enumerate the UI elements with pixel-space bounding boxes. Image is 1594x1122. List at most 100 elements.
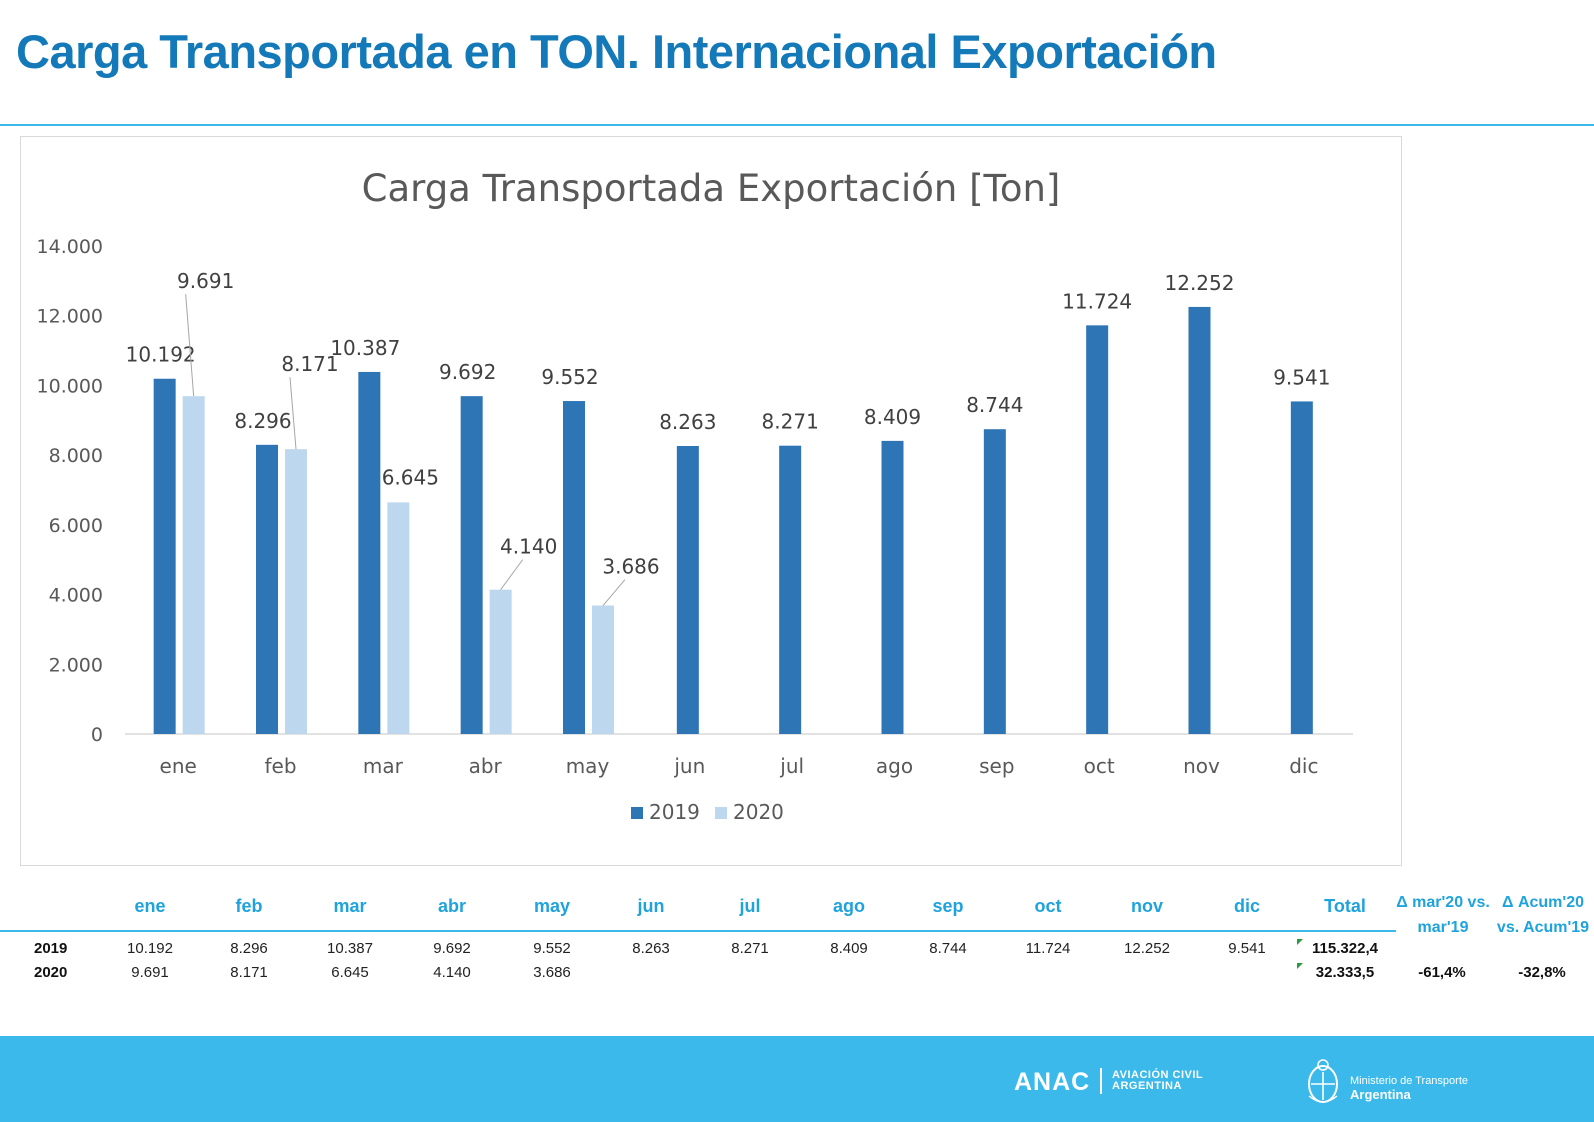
table-header-may: may <box>533 896 571 916</box>
row-label-2020: 2020 <box>34 964 68 981</box>
table-cell: 9.541 <box>1228 940 1266 957</box>
table-header-abr: abr <box>437 896 467 916</box>
table-header-dic: dic <box>1233 896 1261 916</box>
x-tick-label: may <box>566 754 610 778</box>
table-header-ago: ago <box>832 896 866 916</box>
x-tick-label: jun <box>673 754 705 778</box>
table-header-ene: ene <box>134 896 166 916</box>
table-cell: 12.252 <box>1124 940 1170 957</box>
bar-2020 <box>182 396 205 734</box>
argentina-crest-icon <box>1308 1059 1338 1103</box>
x-tick-label: feb <box>264 754 296 778</box>
table-header-nov: nov <box>1130 896 1164 916</box>
logo-divider <box>1100 1068 1102 1094</box>
data-label-2020: 6.645 <box>382 465 439 489</box>
bar-2019 <box>256 444 278 734</box>
leader-line-2020 <box>185 294 195 397</box>
x-tick-label: mar <box>363 754 404 778</box>
table-cell: 9.691 <box>131 964 169 981</box>
table-header-sep: sep <box>932 896 964 916</box>
table-cell: 8.263 <box>632 940 670 957</box>
leader-line-2020 <box>602 579 626 606</box>
bar-2019 <box>1290 401 1313 734</box>
chart-title: Carga Transportada Exportación [Ton] <box>362 167 1061 210</box>
bar-2020 <box>592 605 614 734</box>
bar-2019 <box>983 429 1006 734</box>
table-cell: 8.744 <box>929 940 967 957</box>
y-tick-label: 12.000 <box>37 306 103 328</box>
y-tick-label: 0 <box>91 724 103 746</box>
table-cell: 8.271 <box>731 940 769 957</box>
bar-chart: Carga Transportada Exportación [Ton] 0 2.0… <box>37 167 1353 824</box>
x-tick-label: abr <box>469 754 503 778</box>
table-header-jul: jul <box>739 896 761 916</box>
footer-bar: ANAC AVIACIÓN CIVIL ARGENTINA Ministerio… <box>0 1036 1594 1122</box>
delta-header: Δ Acum'20 vs. Acum'19 <box>1496 894 1590 936</box>
bar-2019 <box>358 371 381 734</box>
data-label-2020: 9.691 <box>177 269 234 293</box>
x-tick-label: oct <box>1084 754 1115 778</box>
table-cell: 11.724 <box>1025 940 1071 957</box>
table-header-oct: oct <box>1034 896 1062 916</box>
legend-label-2020: 2020 <box>733 800 784 824</box>
table-header-feb: feb <box>235 896 263 916</box>
table-header-mar: mar <box>333 896 367 916</box>
y-tick-label: 10.000 <box>37 375 103 397</box>
table-cell: 8.296 <box>230 940 268 957</box>
bar-2019 <box>881 440 904 734</box>
y-tick-label: 8.000 <box>49 445 103 467</box>
data-table: ene feb mar abr may jun jul ago sep oct nov dic Tota… <box>0 880 1594 990</box>
table-cell: 9.692 <box>433 940 471 957</box>
table-cell: 9.552 <box>533 940 571 957</box>
data-label-2019: 10.387 <box>330 336 400 360</box>
legend-label-2019: 2019 <box>649 800 700 824</box>
data-label-2020: 8.171 <box>281 352 338 376</box>
y-tick-label: 6.000 <box>49 515 103 537</box>
bar-2020 <box>285 449 307 734</box>
ministry-label: Ministerio de Transporte Argentina <box>1350 1075 1468 1102</box>
table-header-rule <box>0 930 1396 932</box>
data-label-2020: 3.686 <box>602 555 659 579</box>
cell-error-marker <box>1297 963 1303 969</box>
delta-cell: -32,8% <box>1518 964 1566 981</box>
data-label-2019: 8.409 <box>864 405 921 429</box>
bar-2019 <box>676 445 699 734</box>
data-label-2019: 8.271 <box>762 410 819 434</box>
bar-2020 <box>489 589 512 734</box>
table-cell: 6.645 <box>331 964 369 981</box>
data-label-2020: 4.140 <box>500 535 557 559</box>
chart-frame: Carga Transportada Exportación [Ton] 0 2.0… <box>20 136 1402 866</box>
cell-error-marker <box>1297 939 1303 945</box>
table-cell: 8.409 <box>830 940 868 957</box>
y-tick-label: 4.000 <box>49 585 103 607</box>
bar-2020 <box>387 502 410 734</box>
data-label-2019: 8.296 <box>234 409 291 433</box>
table-cell: 10.192 <box>127 940 173 957</box>
total-cell: 115.322,4 <box>1312 940 1378 957</box>
x-tick-label: ago <box>876 754 913 778</box>
bar-2019 <box>1086 325 1109 734</box>
bar-2019 <box>153 378 176 734</box>
bar-2019 <box>460 396 483 734</box>
y-tick-label: 14.000 <box>37 236 103 258</box>
x-tick-label: jul <box>779 754 804 778</box>
anac-subtitle: AVIACIÓN CIVIL ARGENTINA <box>1112 1069 1204 1092</box>
data-label-2019: 8.263 <box>659 410 716 434</box>
anac-logo: ANAC <box>1014 1068 1091 1096</box>
title-divider <box>0 124 1594 126</box>
delta-cell: -61,4% <box>1418 964 1466 981</box>
legend-swatch-2020 <box>715 807 727 819</box>
data-label-2019: 10.192 <box>126 343 196 367</box>
x-tick-label: ene <box>160 754 197 778</box>
data-label-2019: 11.724 <box>1062 289 1132 313</box>
page-title: Carga Transportada en TON. Internacional… <box>16 25 1217 78</box>
delta-header: Δ mar'20 vs. mar'19 <box>1396 894 1490 936</box>
leader-line-2020 <box>500 559 524 590</box>
data-label-2019: 9.692 <box>439 360 496 384</box>
legend-swatch-2019 <box>631 807 643 819</box>
data-label-2019: 9.552 <box>541 365 598 389</box>
total-cell: 32.333,5 <box>1315 964 1375 981</box>
x-tick-label: dic <box>1289 754 1318 778</box>
bar-2019 <box>779 445 802 734</box>
x-tick-label: sep <box>979 754 1014 778</box>
